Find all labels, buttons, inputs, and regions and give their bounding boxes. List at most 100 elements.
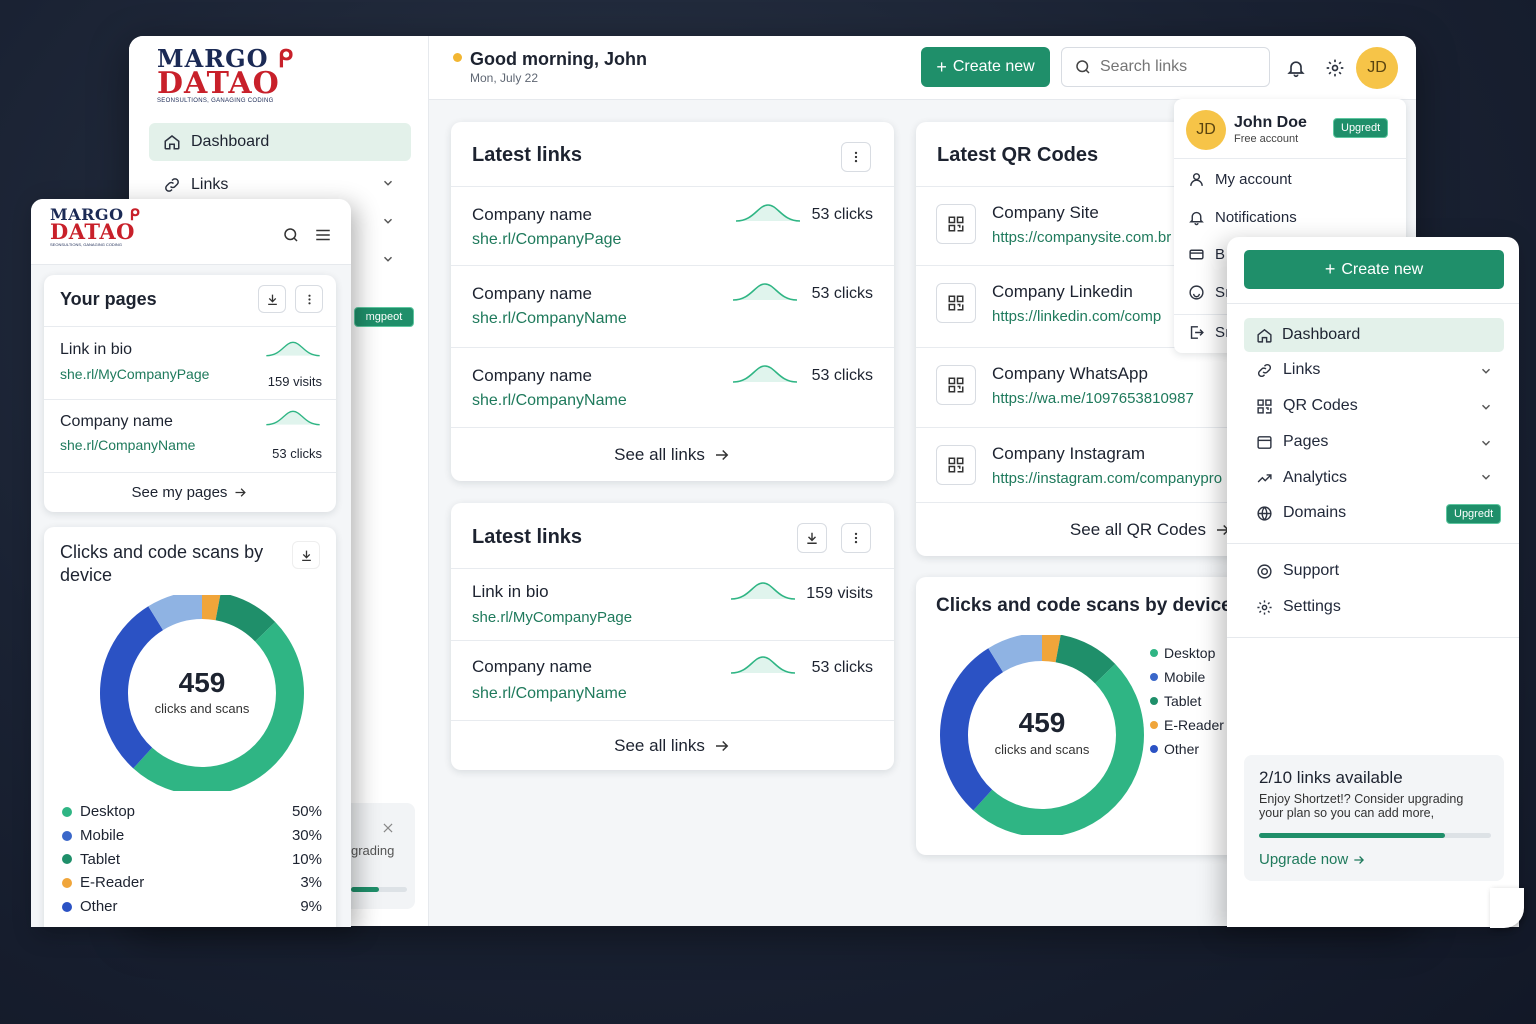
sparkline-icon	[733, 283, 797, 301]
upgrade-now-link[interactable]: Upgrade now	[1259, 851, 1366, 868]
qr-code-row[interactable]: Company WhatsApp https://wa.me/1097653810…	[916, 347, 1246, 427]
link-name: Company name	[472, 284, 593, 303]
donut-total-label: clicks and scans	[154, 701, 250, 716]
avatar[interactable]: JD	[1356, 47, 1398, 89]
legend-item: E-Reader 3%	[62, 871, 322, 895]
download-button[interactable]	[292, 541, 320, 569]
nav-item-links[interactable]: Links	[1256, 361, 1320, 379]
see-all-links-link[interactable]: See all links	[451, 720, 894, 770]
sidebar-item-dashboard[interactable]: Dashboard	[149, 123, 411, 161]
menu-item-support[interactable]: Sı	[1188, 284, 1229, 301]
qr-code-row[interactable]: Company Instagram https://instagram.com/c…	[916, 427, 1246, 502]
brand-logo[interactable]: MARGO ᑭ DATAO SEONSULTIONS, GANAGING COD…	[157, 47, 327, 105]
chevron-down-icon[interactable]	[1479, 436, 1493, 450]
nav-item-label: Domains	[1283, 504, 1347, 521]
link-name: Company name	[472, 366, 593, 385]
page-row[interactable]: Link in bio she.rl/MyCompanyPage 159 vis…	[44, 326, 336, 399]
profile-name: John Doe	[1234, 114, 1307, 131]
link-row[interactable]: Company name she.rl/CompanyName 53 click…	[451, 265, 894, 347]
logo-line2: DATAO	[157, 66, 280, 101]
nav-item-analytics[interactable]: Analytics	[1256, 469, 1347, 487]
see-all-label: See all links	[614, 444, 705, 464]
chevron-down-icon[interactable]	[1479, 470, 1493, 484]
chevron-down-icon[interactable]	[381, 252, 395, 266]
chevron-down-icon[interactable]	[1479, 400, 1493, 414]
legend-swatch	[1150, 721, 1158, 729]
search-icon[interactable]	[282, 226, 300, 244]
nav-item-qr-codes[interactable]: QR Codes	[1256, 397, 1358, 415]
qr-code-row[interactable]: Company Site https://companysite.com.br	[916, 186, 1246, 265]
link-icon	[1257, 363, 1272, 377]
qr-code-url[interactable]: https://instagram.com/companypro	[992, 470, 1223, 487]
more-options-button[interactable]	[295, 285, 323, 313]
see-all-links-link[interactable]: See all links	[451, 427, 894, 481]
brand-logo[interactable]: MARGO ᑭ DATAO SEONSULTIONS, GANAGING COD…	[50, 207, 170, 248]
link-row[interactable]: Link in bio she.rl/MyCompanyPage 159 vis…	[451, 568, 894, 640]
link-row[interactable]: Company name she.rl/CompanyPage 53 click…	[451, 186, 894, 265]
qr-code-url[interactable]: https://linkedin.com/comp	[992, 308, 1162, 325]
upgrade-now-label: Upgrade now	[1259, 851, 1349, 868]
upgrade-card-progress	[351, 887, 407, 892]
menu-item-notifications[interactable]: Notifications	[1188, 209, 1297, 226]
legend-label: Mobile	[80, 827, 125, 845]
nav-item-label: QR Codes	[1283, 397, 1358, 414]
search-box[interactable]	[1061, 47, 1270, 87]
qr-code-url[interactable]: https://wa.me/1097653810987	[992, 390, 1194, 407]
legend-value: 3%	[300, 874, 322, 892]
menu-item-my-account[interactable]: My account	[1188, 171, 1292, 188]
see-my-pages-link[interactable]: See my pages	[44, 472, 336, 512]
menu-item-sign-out[interactable]: Sı	[1188, 324, 1229, 341]
more-options-button[interactable]	[841, 523, 871, 553]
download-icon	[301, 550, 311, 561]
legend-value: 10%	[291, 850, 322, 868]
nav-item-support[interactable]: Support	[1256, 562, 1339, 580]
donut-slice-tablet	[1055, 635, 1116, 684]
legend-label: Tablet	[80, 850, 121, 868]
gear-icon[interactable]	[1325, 58, 1345, 78]
nav-item-label: Pages	[1283, 433, 1329, 450]
close-icon[interactable]	[381, 821, 395, 835]
card-title: Clicks and code scans by device	[60, 542, 264, 585]
download-button[interactable]	[797, 523, 827, 553]
qr-code-url[interactable]: https://companysite.com.br	[992, 229, 1172, 246]
page-url[interactable]: she.rl/CompanyName	[60, 437, 196, 453]
sidebar-item-label: Dashboard	[191, 133, 270, 150]
avatar-initials: JD	[1196, 121, 1216, 138]
hamburger-menu-icon[interactable]	[314, 226, 332, 244]
create-new-button[interactable]: + Create new	[921, 47, 1050, 87]
bell-icon[interactable]	[1286, 58, 1306, 78]
donut-chart	[940, 635, 1144, 835]
link-url[interactable]: she.rl/CompanyName	[472, 685, 627, 702]
chevron-down-icon[interactable]	[1479, 364, 1493, 378]
link-url[interactable]: she.rl/MyCompanyPage	[472, 609, 633, 626]
page-url[interactable]: she.rl/MyCompanyPage	[60, 366, 210, 382]
profile-upgrade-button[interactable]: Upgredt	[1333, 118, 1389, 138]
link-name: Link in bio	[472, 582, 549, 601]
sparkline-icon	[266, 410, 320, 426]
page-row[interactable]: Company name she.rl/CompanyName 53 click…	[44, 399, 336, 472]
more-options-button[interactable]	[841, 142, 871, 172]
menu-item-billing[interactable]: B	[1188, 246, 1225, 263]
link-row[interactable]: Company name she.rl/CompanyName 53 click…	[451, 640, 894, 720]
nav-item-settings[interactable]: Settings	[1256, 598, 1341, 616]
nav-item-dashboard[interactable]: Dashboard	[1244, 318, 1504, 352]
sidebar-item-label: Links	[191, 176, 229, 193]
chevron-down-icon[interactable]	[381, 214, 395, 228]
sidebar-upgrade-badge[interactable]: mgpeot	[354, 307, 414, 327]
qr-code-row[interactable]: Company Linkedin https://linkedin.com/com…	[916, 265, 1246, 347]
download-icon	[807, 532, 817, 544]
create-new-button[interactable]: + Create new	[1244, 250, 1504, 289]
link-url[interactable]: she.rl/CompanyName	[472, 392, 627, 409]
nav-item-domains[interactable]: Domains	[1256, 504, 1346, 522]
link-url[interactable]: she.rl/CompanyName	[472, 310, 627, 327]
link-url[interactable]: she.rl/CompanyPage	[472, 231, 622, 248]
chevron-down-icon[interactable]	[381, 176, 395, 190]
nav-item-label: Analytics	[1283, 469, 1348, 486]
domains-upgrade-badge[interactable]: Upgredt	[1446, 504, 1502, 524]
link-row[interactable]: Company name she.rl/CompanyName 53 click…	[451, 347, 894, 427]
nav-item-pages[interactable]: Pages	[1256, 433, 1328, 451]
sidebar-item-links[interactable]: Links	[149, 166, 411, 204]
search-input[interactable]	[1100, 58, 1250, 76]
download-button[interactable]	[258, 285, 286, 313]
see-all-qr-codes-link[interactable]: See all QR Codes	[916, 502, 1246, 556]
